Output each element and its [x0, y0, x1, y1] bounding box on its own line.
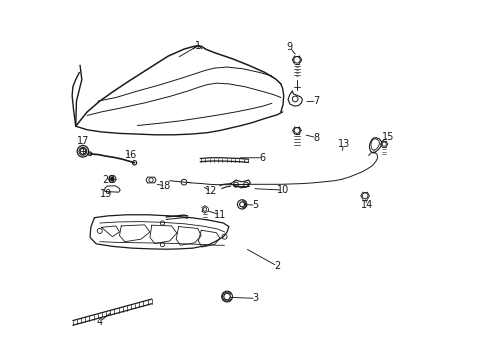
Text: 16: 16 — [125, 150, 138, 160]
Text: 2: 2 — [274, 261, 280, 271]
Text: 13: 13 — [338, 139, 350, 149]
Text: 4: 4 — [97, 317, 103, 327]
Text: 12: 12 — [205, 186, 217, 197]
Text: 5: 5 — [253, 200, 259, 210]
Text: 9: 9 — [287, 42, 293, 52]
Circle shape — [111, 177, 114, 181]
Text: 3: 3 — [253, 293, 259, 303]
Text: 11: 11 — [214, 210, 226, 220]
Text: 19: 19 — [100, 189, 112, 199]
Text: 7: 7 — [314, 96, 320, 106]
Text: 15: 15 — [382, 132, 394, 142]
Text: 10: 10 — [276, 185, 289, 195]
Text: 1: 1 — [196, 41, 201, 50]
Text: 20: 20 — [102, 175, 114, 185]
Text: 8: 8 — [314, 133, 320, 143]
Text: 14: 14 — [361, 200, 373, 210]
Text: 17: 17 — [77, 136, 89, 145]
Text: 18: 18 — [159, 181, 171, 191]
Text: 6: 6 — [260, 153, 266, 163]
